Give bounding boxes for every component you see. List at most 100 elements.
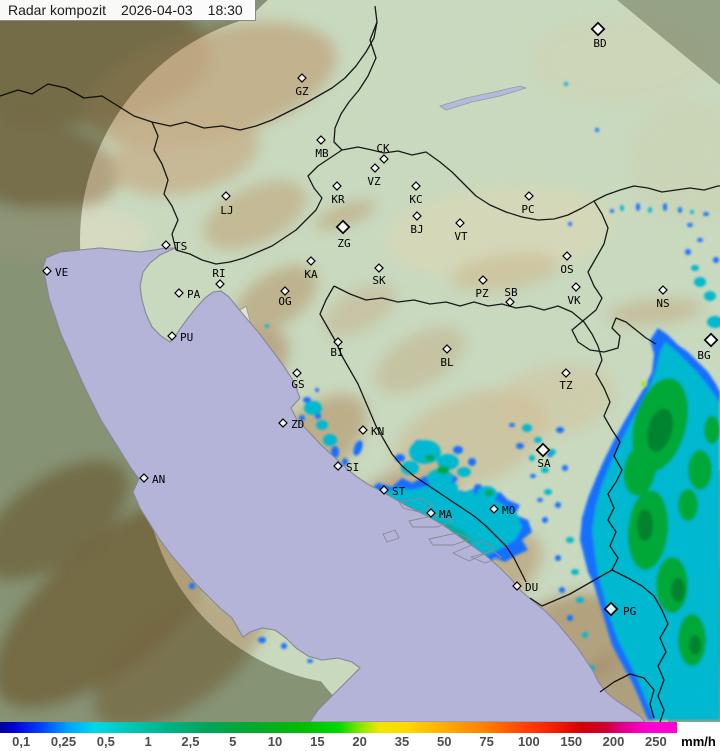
rain-cell-cyan (548, 449, 556, 455)
city-diamond-icon (603, 601, 619, 617)
rain-cell-cyan (457, 467, 471, 477)
city-diamond-icon (571, 282, 581, 292)
rain-cell-cyan (691, 265, 699, 271)
city-diamond-icon (442, 344, 452, 354)
rain-cell-green (623, 444, 657, 496)
city-label-BI: BI (330, 346, 343, 359)
rain-cell-blue (516, 443, 524, 449)
rain-cell-blue (685, 249, 691, 255)
rain-cell-blue (315, 388, 319, 392)
city-marker-ZG: ZG (335, 219, 351, 250)
rain-cell-green (688, 450, 712, 490)
rain-cell-cyan (323, 434, 337, 446)
city-diamond-icon (139, 473, 149, 483)
rain-cell-cyan (522, 424, 532, 432)
rain-cell-cyan (502, 528, 512, 536)
city-diamond-icon (478, 275, 488, 285)
city-marker-BL: BL (440, 344, 454, 369)
city-diamond-icon (333, 337, 343, 347)
radar-map: GZ BD MB CK VZ KR KC BJ VT ZG PC LJ TS OS VE RI PA PZ SB VK… (0, 0, 720, 722)
rain-cell-cyan (576, 597, 584, 603)
rain-cell-blue (610, 209, 614, 213)
city-label-KA: KA (304, 268, 318, 281)
rain-cell-cyan (571, 569, 579, 575)
city-marker-VE: VE (42, 266, 68, 279)
city-diamond-icon (316, 135, 326, 145)
rain-cell-cyan (446, 483, 458, 491)
rain-cell-blue (395, 454, 405, 462)
rain-cell-cyan (437, 454, 459, 470)
city-label-PC: PC (521, 203, 534, 216)
city-marker-ST: ST (379, 485, 406, 498)
city-marker-CK: CK (376, 142, 390, 164)
legend-tick-250: 250 (644, 734, 667, 749)
rain-cell-cyan (582, 632, 588, 638)
rain-cell-cyan (304, 401, 322, 415)
city-diamond-icon (221, 191, 231, 201)
rain-cell-cyan (648, 207, 652, 213)
city-marker-PU: PU (167, 331, 193, 344)
legend-tick-20: 20 (352, 734, 367, 749)
rain-cell-blue (537, 498, 543, 502)
city-diamond-icon (370, 163, 380, 173)
rain-cell-blue (555, 502, 561, 508)
legend-unit: mm/h (681, 734, 716, 749)
rain-cell-cyan (479, 543, 487, 549)
rain-cell-cyan (401, 461, 419, 475)
city-label-SK: SK (372, 274, 386, 287)
rain-cell-blue (530, 474, 536, 478)
legend: 0,1 0,25 0,5 1 2,5 5 10 15 20 35 50 75 100 150 200 250 m… (0, 722, 720, 751)
rain-cell-blue (562, 465, 568, 471)
rain-cell-blue (556, 427, 564, 433)
rain-cell-cyan (265, 324, 269, 328)
city-marker-DU: DU (512, 581, 538, 594)
city-diamond-icon (215, 279, 225, 289)
city-marker-GZ: GZ (295, 73, 309, 98)
rain-cell-cyan (704, 291, 716, 301)
city-diamond-icon (42, 266, 52, 276)
city-diamond-icon (278, 418, 288, 428)
city-label-SB: SB (504, 286, 518, 299)
legend-tick-1: 1 (144, 734, 152, 749)
city-marker-GS: GS (291, 368, 305, 391)
rain-cell-blue (281, 643, 287, 649)
rain-cell-blue (568, 222, 572, 226)
legend-tick-2,5: 2,5 (181, 734, 200, 749)
rain-cell-cyan (544, 489, 552, 495)
city-label-TS: TS (174, 240, 187, 253)
city-marker-PZ: PZ (475, 275, 489, 300)
city-marker-KC: KC (409, 181, 423, 206)
city-marker-BJ: BJ (410, 211, 424, 236)
city-marker-BI: BI (330, 337, 344, 359)
city-label-CK: CK (376, 142, 390, 155)
city-diamond-icon (535, 442, 551, 458)
city-diamond-icon (505, 297, 515, 307)
city-marker-ZD: ZD (278, 418, 304, 431)
city-label-OG: OG (278, 295, 291, 308)
city-marker-SI: SI (333, 461, 359, 474)
city-marker-TS: TS (161, 240, 187, 253)
title-time: 18:30 (207, 2, 243, 18)
rain-cell-blue (353, 440, 363, 456)
rain-cell-blue (713, 257, 719, 263)
rain-cell-blue (703, 212, 709, 216)
city-marker-NS: NS (656, 285, 670, 310)
city-diamond-icon (374, 263, 384, 273)
rain-cell-blue (307, 659, 313, 663)
city-marker-MB: MB (315, 135, 329, 160)
city-marker-PA: PA (174, 288, 201, 301)
city-diamond-icon (455, 218, 465, 228)
rain-cell-green (437, 466, 449, 474)
legend-tick-5: 5 (229, 734, 237, 749)
rain-cell-cyan (564, 82, 568, 86)
legend-color-bar (0, 722, 677, 733)
city-label-GS: GS (291, 378, 304, 391)
city-label-OS: OS (560, 263, 573, 276)
city-label-GZ: GZ (295, 85, 309, 98)
city-diamond-icon (333, 461, 343, 471)
city-marker-KA: KA (304, 256, 318, 281)
rain-cell-blue (331, 446, 339, 458)
rain-cell-green (425, 455, 435, 461)
city-label-AN: AN (152, 473, 165, 486)
